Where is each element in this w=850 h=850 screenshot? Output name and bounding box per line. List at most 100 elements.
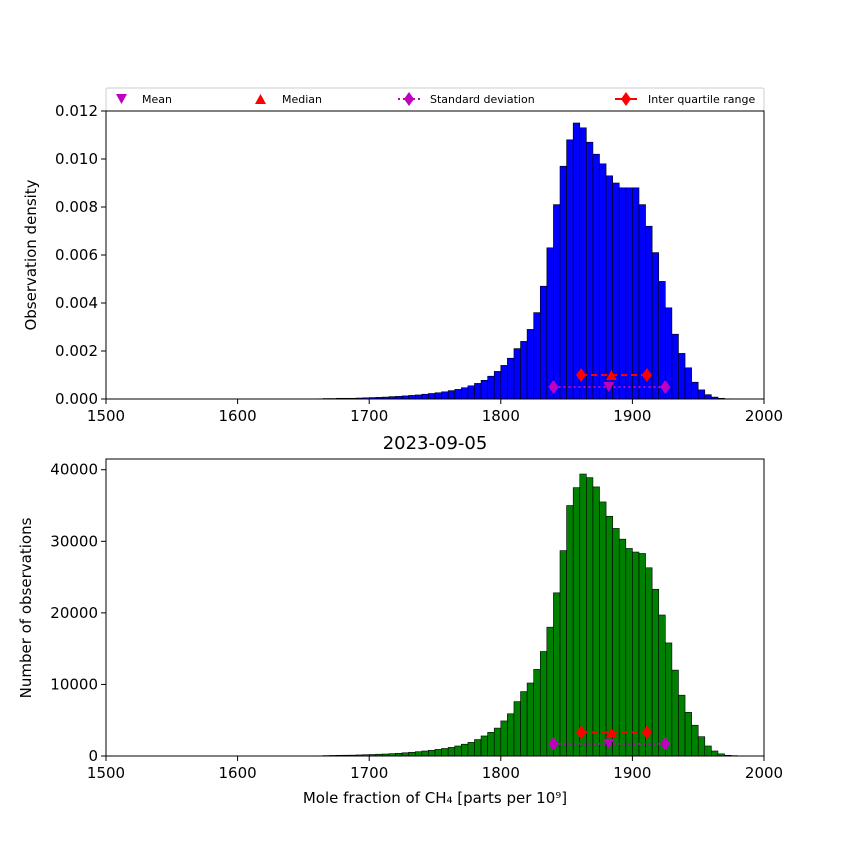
top-median-marker xyxy=(605,370,617,380)
bottom-histogram-bar xyxy=(579,473,587,757)
top-histogram-bar xyxy=(500,365,508,400)
bottom-iqr-high-marker xyxy=(641,725,652,740)
bottom-histogram-bar xyxy=(447,747,456,757)
top-histogram-bar xyxy=(546,247,554,400)
legend: Mean Median Standard deviation Inter qua… xyxy=(105,87,765,112)
bottom-histogram-bar xyxy=(500,720,508,757)
top-y-tick-label: 0.004 xyxy=(55,294,98,312)
top-panel: 1500 1600 1700 1800 1900 2000 0.000 0.002 0.004… xyxy=(22,102,783,425)
bottom-histogram-bar xyxy=(461,743,469,757)
bottom-histogram-bar xyxy=(625,548,633,757)
bottom-y-axis-label: Number of observations xyxy=(17,517,35,698)
top-y-tick-label: 0.006 xyxy=(55,246,98,264)
top-x-tick-label: 1900 xyxy=(613,407,651,425)
top-histogram-bar xyxy=(618,187,627,400)
bottom-mean-marker xyxy=(603,738,615,749)
bottom-x-axis-label: Mole fraction of CH₄ [parts per 10⁹] xyxy=(303,789,567,807)
top-histogram-bar xyxy=(599,163,607,400)
top-histogram-bar xyxy=(625,187,633,400)
bottom-histogram-bar xyxy=(711,750,719,757)
top-std-low-marker xyxy=(548,380,559,394)
top-y-tick-label: 0.002 xyxy=(55,342,98,360)
bottom-histogram-bar xyxy=(467,742,475,757)
top-x-tick-label: 1600 xyxy=(219,407,257,425)
bottom-histogram-bar xyxy=(480,735,488,757)
bottom-histogram-bar xyxy=(428,749,436,757)
top-stat-markers xyxy=(548,368,671,394)
legend-label-std: Standard deviation xyxy=(430,93,535,106)
bottom-histogram-bar xyxy=(599,501,607,757)
bottom-histogram-bar xyxy=(691,724,699,757)
bottom-histogram-bar xyxy=(546,626,554,757)
top-iqr-low-marker xyxy=(576,368,587,382)
bottom-histogram-bar xyxy=(678,694,686,757)
top-histogram-bar xyxy=(447,390,456,400)
top-histogram-bar xyxy=(605,175,613,400)
bottom-histogram-bar xyxy=(638,553,646,757)
top-x-tick-label: 1500 xyxy=(87,407,125,425)
top-histogram-bar xyxy=(441,391,449,400)
top-y-ticks: 0.000 0.002 0.004 0.006 0.008 0.010 0.012 xyxy=(55,102,106,408)
top-histogram-bar xyxy=(553,204,561,400)
bottom-histogram-bar xyxy=(612,528,620,757)
top-y-tick-label: 0.000 xyxy=(55,390,98,408)
top-histogram-bar xyxy=(461,387,469,400)
top-x-tick-label: 2000 xyxy=(745,407,783,425)
bottom-histogram-bar xyxy=(559,550,567,757)
bottom-histogram-bar xyxy=(632,551,640,757)
top-histogram-bar xyxy=(658,281,666,400)
top-histogram-bar xyxy=(592,153,600,400)
top-histogram-bar xyxy=(526,329,534,400)
bottom-y-tick-label: 40000 xyxy=(50,461,98,479)
legend-item-median: Median xyxy=(255,93,322,106)
bottom-x-tick-label: 1600 xyxy=(219,764,257,782)
bottom-y-tick-label: 30000 xyxy=(50,532,98,550)
bottom-bars xyxy=(316,473,738,757)
top-histogram-bar xyxy=(684,367,692,400)
top-histogram-bar xyxy=(428,393,436,400)
top-histogram-bar xyxy=(559,165,567,400)
top-histogram-bar xyxy=(408,395,416,400)
top-histogram-bar xyxy=(566,139,574,400)
bottom-panel-title: 2023-09-05 xyxy=(383,433,488,454)
top-histogram-bar xyxy=(586,141,594,400)
bottom-histogram-bar xyxy=(513,701,521,757)
bottom-histogram-bar xyxy=(520,691,528,757)
top-histogram-bar xyxy=(434,392,442,400)
top-std-high-marker xyxy=(660,380,671,394)
legend-label-median: Median xyxy=(282,93,322,106)
bottom-std-high-marker xyxy=(660,736,671,751)
top-histogram-bar xyxy=(414,394,423,400)
diamond-icon xyxy=(621,92,631,106)
bottom-stat-markers xyxy=(548,725,671,751)
bottom-histogram-bar xyxy=(618,538,627,757)
bottom-histogram-bar xyxy=(684,712,692,757)
top-histogram-bar xyxy=(697,389,706,400)
bottom-histogram-bar xyxy=(592,486,600,757)
top-iqr-high-marker xyxy=(641,368,652,382)
top-histogram-bar xyxy=(638,204,646,400)
top-histogram-bar xyxy=(539,285,548,400)
top-histogram-bar xyxy=(651,252,660,400)
top-x-ticks: 1500 1600 1700 1800 1900 2000 xyxy=(87,399,783,425)
top-histogram-bar xyxy=(507,357,515,400)
bottom-x-tick-label: 1700 xyxy=(350,764,388,782)
bottom-histogram-bar xyxy=(704,745,712,757)
bottom-histogram-bar xyxy=(487,732,495,757)
top-histogram-bar xyxy=(520,341,528,400)
bottom-x-tick-label: 1500 xyxy=(87,764,125,782)
bottom-median-marker xyxy=(605,727,617,738)
bottom-panel: 2023-09-05 1500 1600 1700 1800 1900 2000 0 100… xyxy=(17,433,783,807)
bottom-histogram-bar xyxy=(507,713,515,757)
bottom-histogram-bar xyxy=(493,727,502,757)
top-histogram-bar xyxy=(533,312,541,400)
bottom-histogram-bar xyxy=(441,748,449,757)
legend-label-mean: Mean xyxy=(142,93,172,106)
bottom-histogram-bar xyxy=(408,751,416,757)
bottom-histogram-bar xyxy=(474,739,482,757)
top-histogram-bar xyxy=(474,383,482,400)
bottom-histogram-bar xyxy=(586,477,594,757)
bottom-histogram-bar xyxy=(572,487,581,757)
top-x-tick-label: 1800 xyxy=(482,407,520,425)
legend-item-std: Standard deviation xyxy=(398,92,535,106)
